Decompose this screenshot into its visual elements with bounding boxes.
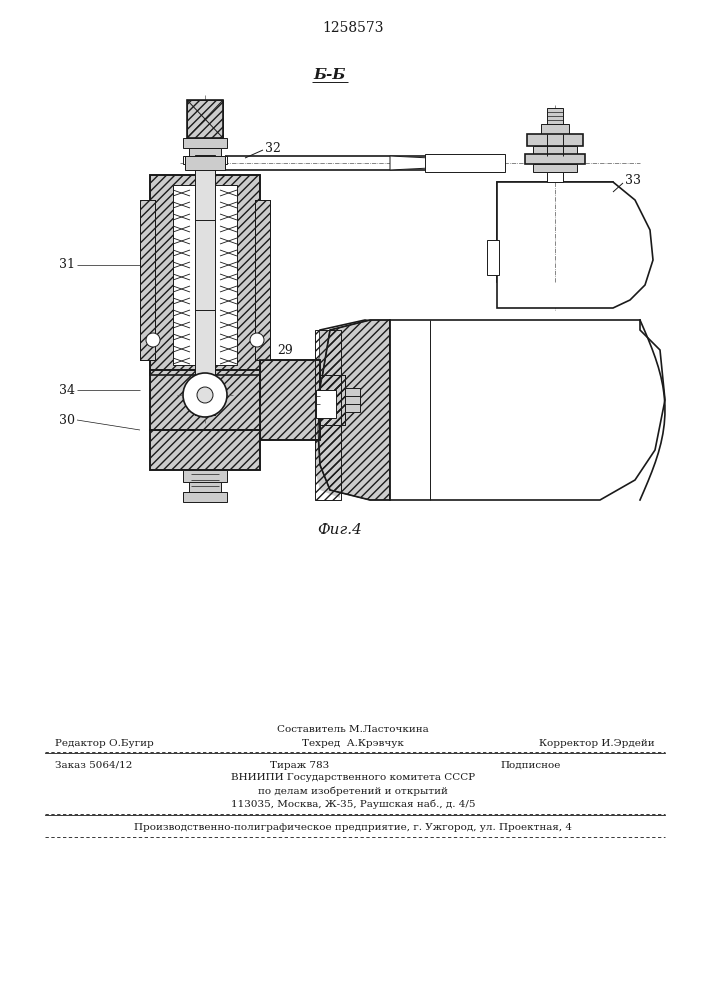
Text: 31: 31 <box>59 258 75 271</box>
Text: 32: 32 <box>265 141 281 154</box>
Polygon shape <box>497 182 653 308</box>
Text: Корректор И.Эрдейи: Корректор И.Эрдейи <box>539 740 655 748</box>
Circle shape <box>197 387 213 403</box>
Text: 1258573: 1258573 <box>322 21 384 35</box>
Bar <box>547 108 563 124</box>
Bar <box>541 124 569 134</box>
Text: Заказ 5064/12: Заказ 5064/12 <box>55 760 132 770</box>
Text: Производственно-полиграфическое предприятие, г. Ужгород, ул. Проектная, 4: Производственно-полиграфическое предприя… <box>134 822 572 832</box>
Bar <box>255 200 270 360</box>
Circle shape <box>146 333 160 347</box>
Bar <box>187 100 223 138</box>
Bar <box>497 182 613 282</box>
Bar <box>150 430 260 470</box>
Text: Б-Б: Б-Б <box>314 68 346 82</box>
Bar <box>183 156 227 164</box>
Bar <box>255 200 270 360</box>
Bar <box>533 164 577 172</box>
Bar <box>315 330 341 500</box>
Bar <box>260 360 320 440</box>
Text: Фиг.4: Фиг.4 <box>317 523 363 537</box>
Bar <box>183 470 227 482</box>
Polygon shape <box>318 320 390 500</box>
Text: Составитель М.Ласточкина: Составитель М.Ласточкина <box>277 726 429 734</box>
Bar <box>185 156 225 170</box>
Bar <box>320 375 345 425</box>
Bar <box>425 154 505 172</box>
Bar <box>150 370 260 430</box>
Bar <box>140 200 155 360</box>
Text: 34: 34 <box>59 383 75 396</box>
Bar <box>173 185 237 365</box>
Bar <box>150 175 260 375</box>
Bar <box>316 390 336 418</box>
Text: Редактор О.Бугир: Редактор О.Бугир <box>55 740 153 748</box>
Text: ВНИИПИ Государственного комитета СССР: ВНИИПИ Государственного комитета СССР <box>231 774 475 782</box>
Bar <box>150 175 260 375</box>
Bar <box>150 430 260 470</box>
Bar <box>260 360 320 440</box>
Text: Тираж 783: Тираж 783 <box>270 760 329 770</box>
Bar <box>140 200 155 360</box>
Polygon shape <box>315 330 340 498</box>
Bar <box>533 146 577 154</box>
Text: 29: 29 <box>277 344 293 357</box>
Text: 30: 30 <box>59 414 75 426</box>
Bar <box>150 370 260 430</box>
Polygon shape <box>390 156 430 170</box>
Bar <box>345 388 360 412</box>
Bar <box>527 134 583 146</box>
Polygon shape <box>315 320 455 498</box>
Text: Подписное: Подписное <box>500 760 561 770</box>
Bar <box>183 138 227 148</box>
Polygon shape <box>390 320 665 500</box>
Bar <box>525 154 585 164</box>
Text: Техред  А.Крэвчук: Техред А.Крэвчук <box>302 740 404 748</box>
Bar <box>187 100 223 138</box>
Text: по делам изобретений и открытий: по делам изобретений и открытий <box>258 786 448 796</box>
Circle shape <box>250 333 264 347</box>
Bar <box>189 148 221 156</box>
Circle shape <box>183 373 227 417</box>
Text: 33: 33 <box>625 174 641 186</box>
Bar <box>487 240 499 275</box>
Bar <box>320 375 345 425</box>
Bar <box>547 172 563 182</box>
Bar <box>183 492 227 502</box>
Bar <box>195 155 215 415</box>
Text: 113035, Москва, Ж-35, Раушская наб., д. 4/5: 113035, Москва, Ж-35, Раушская наб., д. … <box>230 799 475 809</box>
Bar <box>189 482 221 492</box>
